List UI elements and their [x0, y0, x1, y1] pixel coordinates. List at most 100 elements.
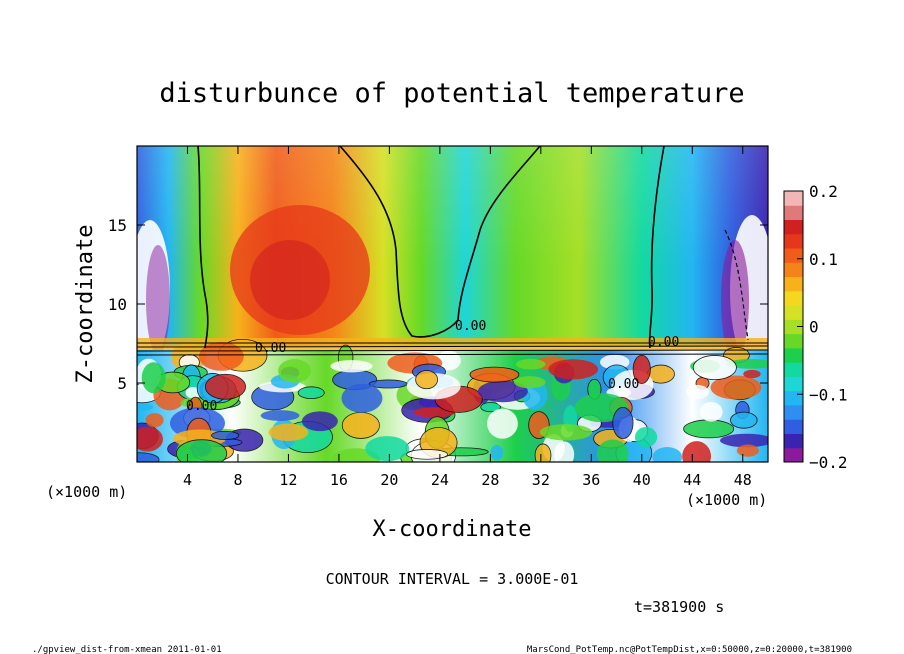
- x-tick-label: 20: [380, 471, 398, 489]
- contour-label: 0.00: [455, 319, 486, 334]
- colorbar-swatch: [784, 233, 803, 249]
- turbulence-cell: [436, 350, 461, 371]
- turbulence-cell: [692, 355, 737, 381]
- cold-left-purple: [146, 245, 170, 355]
- x-unit-right: (×1000 m): [686, 491, 767, 509]
- turbulence-cell: [301, 411, 338, 432]
- turbulence-cell: [720, 433, 768, 448]
- turbulence-cell: [539, 424, 593, 441]
- colorbar-swatch: [784, 347, 803, 363]
- colorbar-swatch: [784, 191, 803, 206]
- turbulence-cell: [145, 413, 164, 428]
- contour-dashed-right: [724, 229, 749, 341]
- turbulence-cell: [652, 447, 683, 462]
- turbulence-cell: [634, 427, 658, 448]
- turbulence-cell: [278, 359, 312, 383]
- colorbar-swatch: [784, 205, 803, 221]
- contour-label: 0.00: [186, 399, 217, 414]
- x-axis-label: X-coordinate: [373, 517, 532, 542]
- turbulence-cell: [612, 407, 634, 439]
- colorbar-swatch: [784, 219, 803, 235]
- turbulence-cell: [297, 386, 325, 400]
- turbulence-cell: [686, 384, 709, 399]
- chart-title: disturbunce of potential temperature: [159, 78, 744, 109]
- contour-label: 0.00: [648, 335, 679, 350]
- y-axis-label: Z-coordinate: [73, 225, 98, 384]
- colorbar-swatch: [784, 276, 803, 292]
- colorbar-swatch: [784, 319, 803, 335]
- y-tick-label: 5: [117, 374, 127, 393]
- plot-area: [137, 146, 768, 462]
- cold-right-purple: [721, 240, 749, 360]
- turbulence-cell: [632, 354, 651, 384]
- turbulence-cell: [137, 426, 163, 452]
- colorbar-swatch: [784, 262, 803, 278]
- turbulence-cell: [406, 449, 448, 460]
- contour-label: 0.00: [255, 341, 286, 356]
- turbulence-cell: [534, 443, 552, 462]
- footer-left: ./gpview_dist-from-xmean 2011-01-01: [32, 645, 222, 654]
- turbulence-cell: [743, 369, 761, 379]
- turbulence-cell: [341, 411, 380, 439]
- x-axis-ticks: 4 8 12 16 20 24 28 32 36 40 44 48: [183, 146, 752, 489]
- turbulence-cell: [330, 360, 373, 373]
- turbulence-cell: [554, 441, 575, 462]
- turbulence-cell: [699, 402, 723, 422]
- turbulence-cell: [175, 439, 228, 462]
- colorbar-tick-label: 0: [809, 318, 819, 337]
- turbulence-cell: [490, 445, 504, 461]
- turbulence-cell: [548, 359, 599, 380]
- colorbar-swatch: [784, 248, 803, 263]
- colorbar-swatch: [784, 376, 803, 392]
- turbulence-cell: [730, 411, 758, 429]
- colorbar-swatch: [784, 333, 803, 349]
- x-tick-label: 4: [183, 471, 192, 489]
- turbulence-cell: [368, 379, 408, 389]
- turbulence-cell: [469, 366, 520, 383]
- turbulence-cell: [260, 410, 300, 421]
- turbulence-cell: [341, 383, 383, 413]
- colorbar-tick-label: 0.1: [809, 250, 838, 269]
- turbulence-cell: [415, 370, 438, 390]
- colorbar-swatch: [784, 305, 803, 320]
- colorbar-tick-label: 0.2: [809, 182, 838, 201]
- turbulence-cell: [204, 373, 246, 400]
- turbulence-cell: [137, 403, 154, 412]
- colorbar-tick-label: −0.1: [809, 385, 848, 404]
- x-tick-label: 28: [481, 471, 499, 489]
- upper-fade: [137, 146, 768, 346]
- contour-label-group: 0.00 0.00 0.00 0.00 0.00: [186, 319, 679, 414]
- colorbar-swatch: [784, 290, 803, 306]
- lower-turbulence: [137, 338, 768, 462]
- x-tick-label: 40: [633, 471, 651, 489]
- footer-right: MarsCond_PotTemp.nc@PotTempDist,x=0:5000…: [527, 645, 852, 654]
- contour-interval: CONTOUR INTERVAL = 3.000E-01: [326, 570, 579, 588]
- x-tick-label: 48: [734, 471, 752, 489]
- turbulence-cell: [515, 358, 546, 370]
- contour-label: 0.00: [608, 377, 639, 392]
- x-unit-left: (×1000 m): [46, 483, 127, 501]
- turbulence-cell: [211, 430, 240, 441]
- turbulence-cell: [268, 423, 309, 442]
- x-tick-label: 44: [683, 471, 701, 489]
- contour-zero-right: [648, 146, 665, 349]
- turbulence-cell: [480, 402, 501, 413]
- time-label: t=381900 s: [634, 598, 724, 616]
- colorbar-swatch: [784, 390, 803, 406]
- y-axis-ticks: 5 10 15: [108, 216, 768, 393]
- turbulence-cell: [365, 436, 410, 462]
- x-tick-label: 8: [233, 471, 242, 489]
- x-tick-label: 16: [330, 471, 348, 489]
- colorbar-ticks: 0.2 0.1 0 −0.1 −0.2: [797, 182, 848, 472]
- contour-lines-boundary: [137, 342, 768, 356]
- x-tick-label: 24: [431, 471, 449, 489]
- turbulence-cell: [137, 452, 160, 462]
- turbulence-cell: [141, 362, 166, 394]
- turbulence-cell: [710, 375, 762, 400]
- colorbar-swatch: [784, 419, 803, 434]
- turbulence-cell: [726, 359, 768, 369]
- colorbar: [784, 191, 803, 463]
- contour-zero-left: [197, 146, 209, 349]
- turbulence-cell: [683, 419, 735, 439]
